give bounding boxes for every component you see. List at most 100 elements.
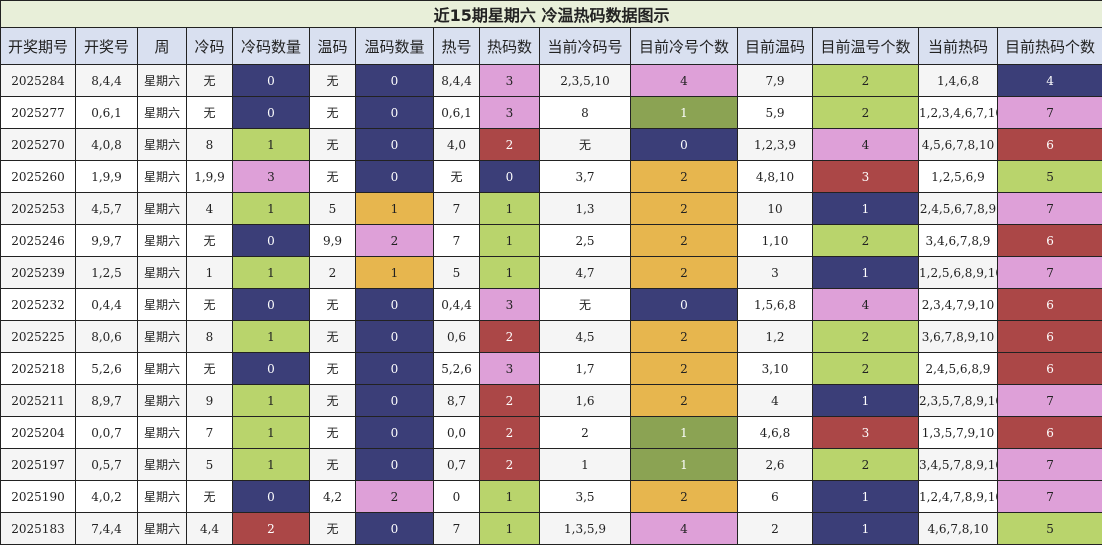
table-cell: 5,2,6	[76, 353, 138, 385]
table-cell: 8,7	[434, 385, 480, 417]
table-cell: 无	[310, 321, 356, 353]
table-cell: 0,5,7	[76, 449, 138, 481]
column-header: 开奖号	[76, 28, 138, 65]
table-cell: 2025225	[1, 321, 76, 353]
table-cell: 无	[187, 289, 233, 321]
count-cell: 0	[356, 97, 434, 129]
count-cell: 2	[631, 257, 738, 289]
table-cell: 7	[434, 225, 480, 257]
table-cell: 星期六	[138, 161, 187, 193]
table-cell: 2025211	[1, 385, 76, 417]
table-cell: 1,10	[738, 225, 813, 257]
table-cell: 2,3,4,7,9,10	[919, 289, 998, 321]
column-header: 当前冷码号	[540, 28, 631, 65]
table-cell: 1,2,3,4,6,7,10	[919, 97, 998, 129]
count-cell: 0	[356, 385, 434, 417]
table-cell: 7	[434, 513, 480, 545]
count-cell: 1	[480, 513, 540, 545]
count-cell: 0	[356, 449, 434, 481]
table-cell: 2025239	[1, 257, 76, 289]
count-cell: 1	[356, 193, 434, 225]
column-header: 温码数量	[356, 28, 434, 65]
table-cell: 5,9	[738, 97, 813, 129]
table-cell: 无	[310, 353, 356, 385]
table-cell: 1,2,5	[76, 257, 138, 289]
column-header: 目前热码个数	[998, 28, 1102, 65]
count-cell: 1	[233, 385, 310, 417]
table-cell: 2,6	[738, 449, 813, 481]
table-cell: 无	[310, 513, 356, 545]
count-cell: 0	[480, 161, 540, 193]
count-cell: 0	[356, 65, 434, 97]
count-cell: 2	[813, 353, 919, 385]
table-cell: 无	[540, 129, 631, 161]
table-cell: 星期六	[138, 513, 187, 545]
count-cell: 2	[813, 225, 919, 257]
table-cell: 7,4,4	[76, 513, 138, 545]
count-cell: 6	[998, 129, 1102, 161]
count-cell: 7	[998, 385, 1102, 417]
count-cell: 1	[631, 417, 738, 449]
table-cell: 2025232	[1, 289, 76, 321]
count-cell: 3	[813, 417, 919, 449]
table-cell: 3,7	[540, 161, 631, 193]
count-cell: 1	[233, 257, 310, 289]
table-cell: 0,6	[434, 321, 480, 353]
count-cell: 4	[813, 129, 919, 161]
table-cell: 2025253	[1, 193, 76, 225]
table-cell: 无	[187, 65, 233, 97]
table-cell: 1,2,5,6,9	[919, 161, 998, 193]
table-cell: 5	[187, 449, 233, 481]
count-cell: 2	[480, 321, 540, 353]
table-cell: 无	[310, 65, 356, 97]
table-cell: 星期六	[138, 129, 187, 161]
count-cell: 0	[356, 289, 434, 321]
table-cell: 0,4,4	[76, 289, 138, 321]
table-cell: 8,4,4	[434, 65, 480, 97]
count-cell: 0	[233, 65, 310, 97]
table-cell: 8,4,4	[76, 65, 138, 97]
table-cell: 1,2,3,9	[738, 129, 813, 161]
table-cell: 0,0,7	[76, 417, 138, 449]
count-cell: 1	[480, 481, 540, 513]
table-cell: 4,0,8	[76, 129, 138, 161]
count-cell: 1	[631, 97, 738, 129]
table-cell: 星期六	[138, 353, 187, 385]
table-cell: 4,6,7,8,10	[919, 513, 998, 545]
count-cell: 1	[813, 513, 919, 545]
column-header: 冷码	[187, 28, 233, 65]
count-cell: 1	[233, 193, 310, 225]
table-cell: 星期六	[138, 65, 187, 97]
table-cell: 星期六	[138, 417, 187, 449]
table-cell: 1	[540, 449, 631, 481]
count-cell: 5	[998, 513, 1102, 545]
table-cell: 无	[540, 289, 631, 321]
count-cell: 4	[813, 289, 919, 321]
table-cell: 3,4,5,7,8,9,10	[919, 449, 998, 481]
table-cell: 9,9	[310, 225, 356, 257]
count-cell: 2	[631, 353, 738, 385]
table-cell: 0,7	[434, 449, 480, 481]
table-cell: 2,5	[540, 225, 631, 257]
table-cell: 1,6	[540, 385, 631, 417]
table-cell: 2025277	[1, 97, 76, 129]
count-cell: 1	[233, 449, 310, 481]
table-cell: 4,5	[540, 321, 631, 353]
count-cell: 2	[631, 193, 738, 225]
table-cell: 1,3	[540, 193, 631, 225]
table-cell: 星期六	[138, 257, 187, 289]
count-cell: 0	[233, 481, 310, 513]
table-cell: 无	[310, 97, 356, 129]
table-cell: 无	[310, 289, 356, 321]
table-cell: 无	[310, 385, 356, 417]
table-cell: 7,9	[738, 65, 813, 97]
count-cell: 1	[233, 129, 310, 161]
count-cell: 2	[480, 417, 540, 449]
count-cell: 2	[233, 513, 310, 545]
table-cell: 2025260	[1, 161, 76, 193]
count-cell: 3	[480, 65, 540, 97]
table-cell: 5	[310, 193, 356, 225]
